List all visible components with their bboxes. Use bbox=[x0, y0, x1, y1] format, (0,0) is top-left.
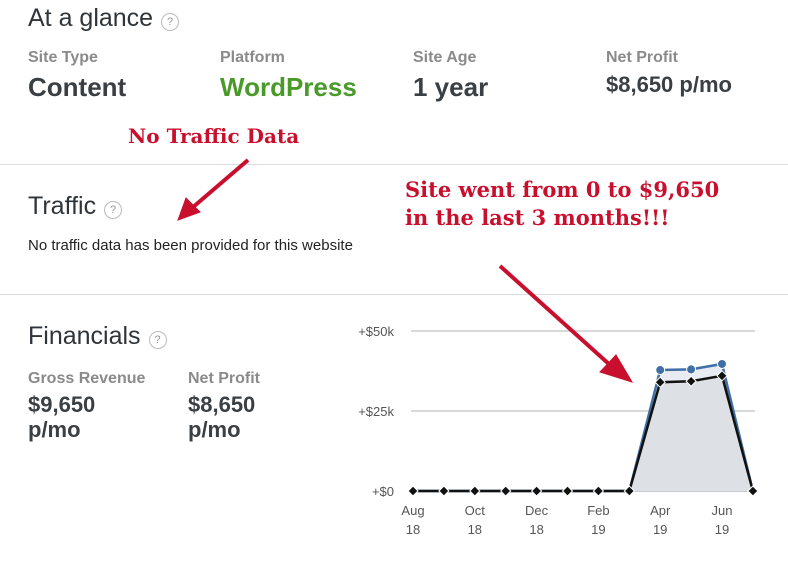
x-tick-label: Jun bbox=[712, 503, 733, 518]
x-tick-label: 19 bbox=[591, 522, 605, 537]
annotation-no-traffic: No Traffic Data bbox=[128, 124, 300, 148]
net-point bbox=[438, 485, 450, 497]
y-tick-label: +$50k bbox=[358, 324, 394, 339]
financials-chart: +$0 +$25k +$50k Aug 18 Oct 18 Dec 18 Feb 19 Apr 19 Ju… bbox=[358, 324, 759, 537]
gross-revenue-label: Gross Revenue bbox=[28, 370, 146, 387]
net-point bbox=[499, 485, 512, 497]
net-point bbox=[592, 485, 605, 497]
net-profit-value: $8,650 p/mo bbox=[606, 72, 732, 97]
traffic-message: No traffic data has been provided for th… bbox=[28, 237, 353, 254]
platform-value: WordPress bbox=[220, 72, 357, 102]
divider bbox=[0, 164, 788, 165]
financials-title: Financials bbox=[28, 322, 141, 350]
traffic-title: Traffic bbox=[28, 192, 97, 220]
net-point bbox=[685, 375, 697, 387]
net-profit-label: Net Profit bbox=[606, 49, 678, 66]
net-point bbox=[561, 485, 574, 497]
net-point bbox=[654, 376, 666, 388]
x-tick-label: Aug bbox=[401, 503, 424, 518]
net-point bbox=[716, 370, 728, 382]
net-point bbox=[407, 485, 419, 497]
x-tick-label: Apr bbox=[650, 503, 671, 518]
net-area bbox=[413, 375, 753, 491]
y-tick-label: +$25k bbox=[358, 404, 394, 419]
fin-net-profit-value: $8,650 p/mo bbox=[188, 392, 256, 442]
help-icon[interactable]: ? bbox=[161, 12, 180, 31]
x-tick-label: Dec bbox=[525, 503, 549, 518]
gross-point bbox=[655, 365, 666, 376]
annotation-line-1: Site went from 0 to $9,650 bbox=[405, 177, 720, 202]
net-point bbox=[469, 485, 481, 497]
net-point bbox=[530, 485, 543, 497]
site-age-label: Site Age bbox=[413, 49, 477, 66]
arrow-head bbox=[599, 354, 634, 383]
y-tick-label: +$0 bbox=[372, 484, 394, 499]
gross-revenue-value: $9,650 p/mo bbox=[28, 392, 96, 442]
annotation-growth: Site went from 0 to $9,650 in the last 3 … bbox=[405, 176, 719, 232]
financials-header: Financials? bbox=[28, 322, 167, 351]
x-tick-label: Oct bbox=[465, 503, 486, 518]
site-type-label: Site Type bbox=[28, 49, 98, 66]
x-tick-label: 19 bbox=[653, 522, 667, 537]
glance-title: At a glance bbox=[28, 4, 154, 32]
annotation-line-2: in the last 3 months!!! bbox=[405, 205, 670, 230]
glance-header: At a glance? bbox=[28, 4, 180, 33]
site-type-value: Content bbox=[28, 72, 127, 102]
help-icon[interactable]: ? bbox=[104, 200, 123, 219]
fin-net-profit-label: Net Profit bbox=[188, 370, 260, 387]
net-point bbox=[747, 485, 759, 497]
net-point bbox=[623, 485, 636, 497]
x-tick-label: 18 bbox=[468, 522, 482, 537]
help-icon[interactable]: ? bbox=[148, 330, 167, 349]
arrow-line bbox=[498, 264, 612, 367]
divider bbox=[0, 294, 788, 295]
platform-label: Platform bbox=[220, 49, 285, 66]
x-tick-label: 18 bbox=[529, 522, 543, 537]
gross-point bbox=[717, 358, 727, 369]
x-tick-label: Feb bbox=[587, 503, 609, 518]
traffic-header: Traffic? bbox=[28, 192, 123, 221]
gross-point bbox=[686, 364, 697, 375]
x-tick-label: 18 bbox=[406, 522, 420, 537]
arrow-head bbox=[177, 197, 201, 221]
site-age-value: 1 year bbox=[413, 72, 489, 102]
annotation-arrows bbox=[177, 158, 634, 383]
arrow-line bbox=[190, 158, 250, 210]
x-tick-label: 19 bbox=[715, 522, 729, 537]
